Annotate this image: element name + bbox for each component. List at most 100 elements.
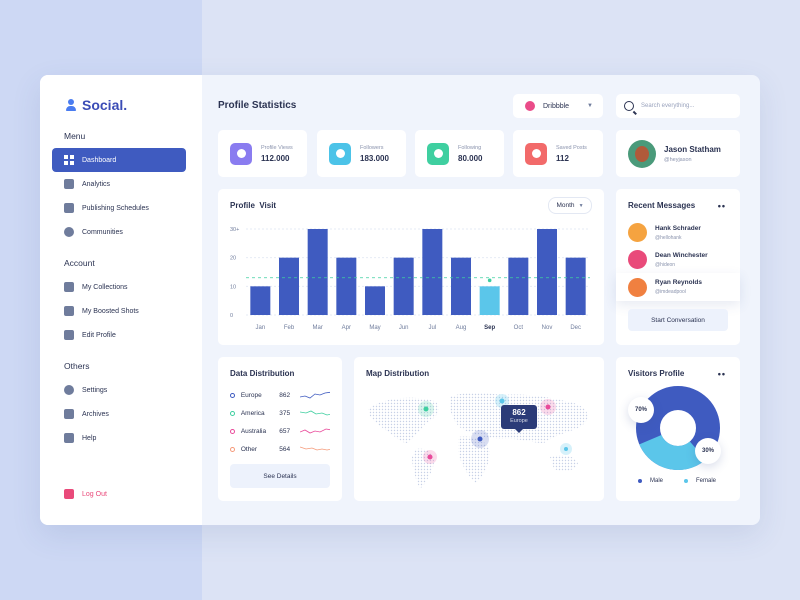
x-tick-label: Apr [342,325,351,331]
sidebar-item-label: My Collections [82,283,128,291]
legend-dot [230,392,235,398]
x-tick-label: Aug [456,325,467,331]
bar-aug [451,257,471,315]
period-dropdown[interactable]: Month ▼ [548,197,592,214]
stat-value: 112 [556,153,569,163]
eye-icon [230,142,252,165]
world-map [368,393,588,489]
sidebar-item-analytics[interactable]: Analytics [52,172,186,196]
profile-card[interactable]: Jason Statham @heyjason [616,130,740,177]
see-details-button[interactable]: See Details [230,464,330,488]
more-options-icon[interactable]: •• [717,369,726,379]
bar-sep [479,286,500,315]
female-segment [636,386,720,470]
x-tick-label: May [369,325,380,331]
stat-card-profile-views: Profile Views 112.000 [218,130,307,177]
legend-label: Female [696,478,717,484]
sidebar-item-publishing-schedules[interactable]: Publishing Schedules [52,196,186,220]
sidebar-item-archives[interactable]: Archives [52,402,186,426]
profile-visit-card: Profile Visit Month ▼ 0 10 20 30+ Jan Feb Mar A… [218,189,604,345]
bar-feb [279,257,299,315]
distribution-value: 862 [279,391,291,399]
more-options-icon[interactable]: •• [717,201,726,211]
message-item[interactable]: Dean Winchester @hideon [628,250,708,269]
stat-card-following: Following 80.000 [415,130,504,177]
dribbble-icon [525,101,535,111]
source-dropdown[interactable]: Dribbble ▼ [513,94,603,118]
avatar [628,223,647,242]
sidebar-item-my-boosted-shots[interactable]: My Boosted Shots [52,299,186,323]
sidebar-item-edit-profile[interactable]: Edit Profile [52,323,186,347]
avatar [628,139,656,168]
sidebar-item-dashboard[interactable]: Dashboard [52,148,186,172]
brand-logo[interactable]: Social. [65,97,127,113]
map-distribution-card: Map Distribution [354,357,604,501]
x-tick-label: Dec [570,325,581,331]
distribution-row: Australia 657 [230,425,330,437]
bar-may [365,286,385,315]
stat-card-saved-posts: Saved Posts 112 [513,130,603,177]
message-handle: @imdeadpool [655,289,686,295]
map-tooltip: 862 Europe [501,405,537,433]
sidebar-item-label: Edit Profile [82,331,116,339]
search-input[interactable]: Search everything... [641,103,695,109]
user-plus-icon [427,142,449,165]
location-icon [64,227,74,237]
y-tick-label: 0 [230,313,233,319]
sparkline [299,410,330,416]
edit-icon [64,330,74,340]
brand-name: Social. [82,97,128,113]
start-conversation-button[interactable]: Start Conversation [628,309,728,331]
logout-button[interactable]: Log Out [64,489,107,499]
others-heading: Others [64,361,90,371]
bar-nov [537,229,557,315]
map-markers [418,394,572,464]
search-box[interactable]: Search everything... [616,94,740,118]
message-item[interactable]: Hank Schrader @hellohank [628,223,701,242]
y-tick-label: 20 [230,256,236,262]
user-logo-icon [65,99,77,111]
caret-down-icon: ▼ [578,202,584,209]
gear-icon [64,385,74,395]
source-dropdown-value: Dribbble [543,102,570,110]
legend-dot [638,479,642,483]
profile-handle: @heyjason [664,156,692,163]
female-percentage: 30% [695,438,721,464]
stat-label: Profile Views [261,144,293,151]
account-heading: Account [64,258,95,268]
bookmark-icon [64,282,74,292]
stat-label: Following [458,144,482,151]
legend-dot [230,410,235,416]
sidebar-item-label: Archives [82,410,109,418]
sidebar-item-my-collections[interactable]: My Collections [52,275,186,299]
y-tick-label: 10 [230,284,236,290]
stat-card-followers: Followers 183.000 [317,130,406,177]
sidebar-item-communities[interactable]: Communities [52,220,186,244]
distribution-row: Other 564 [230,443,330,455]
message-item[interactable]: Ryan Reynolds @imdeadpool [616,273,740,301]
recent-messages-title: Recent Messages [628,201,696,210]
distribution-name: America [240,409,265,417]
profile-name: Jason Statham [664,144,721,154]
distribution-row: Europe 862 [230,389,330,401]
stat-label: Followers [360,144,384,151]
distribution-value: 375 [279,409,291,417]
sidebar-item-help[interactable]: Help [52,426,186,450]
stat-value: 112.000 [261,153,290,163]
y-tick-label: 30+ [230,227,239,233]
bar-mar [307,229,328,315]
bar-oct [508,257,529,315]
user-icon [329,142,351,165]
recent-messages-card: Recent Messages •• Hank Schrader @helloh… [616,189,740,345]
x-tick-label: Oct [514,325,524,331]
bookmark-icon [525,142,547,165]
distribution-value: 564 [279,445,291,453]
stat-label: Saved Posts [556,144,587,151]
logout-icon [64,489,74,499]
x-tick-label: Jun [399,325,409,331]
archive-icon [64,409,74,419]
sidebar-item-settings[interactable]: Settings [52,378,186,402]
distribution-value: 657 [279,427,291,435]
info-icon [64,433,74,443]
caret-down-icon: ▼ [587,103,593,109]
